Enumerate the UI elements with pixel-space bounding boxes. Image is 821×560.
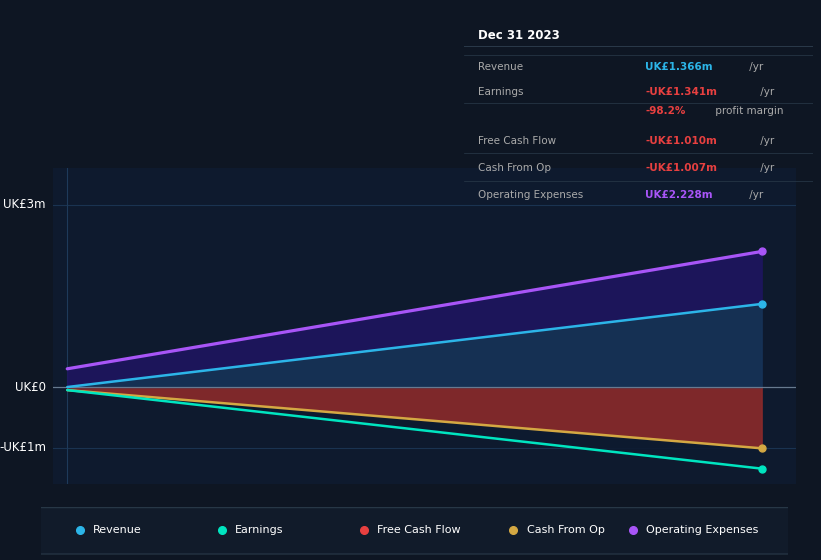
Text: Cash From Op: Cash From Op	[527, 525, 604, 535]
Text: -UK£1m: -UK£1m	[0, 441, 46, 454]
Text: Earnings: Earnings	[478, 87, 523, 97]
Text: /yr: /yr	[745, 62, 763, 72]
Text: Earnings: Earnings	[236, 525, 284, 535]
Text: UK£0: UK£0	[15, 381, 46, 394]
Text: -UK£1.010m: -UK£1.010m	[645, 136, 718, 146]
Text: Cash From Op: Cash From Op	[478, 163, 551, 173]
FancyBboxPatch shape	[34, 507, 796, 554]
Text: Free Cash Flow: Free Cash Flow	[478, 136, 556, 146]
Text: -UK£1.007m: -UK£1.007m	[645, 163, 718, 173]
Text: Revenue: Revenue	[478, 62, 523, 72]
Text: 2023: 2023	[53, 507, 83, 520]
Text: UK£3m: UK£3m	[3, 198, 46, 211]
Text: /yr: /yr	[757, 136, 774, 146]
Text: /yr: /yr	[757, 87, 774, 97]
Text: Dec 31 2023: Dec 31 2023	[478, 30, 560, 43]
Text: -98.2%: -98.2%	[645, 106, 686, 116]
Text: -UK£1.341m: -UK£1.341m	[645, 87, 718, 97]
Text: Revenue: Revenue	[94, 525, 142, 535]
Text: UK£2.228m: UK£2.228m	[645, 190, 713, 200]
Text: /yr: /yr	[745, 190, 763, 200]
Text: Operating Expenses: Operating Expenses	[478, 190, 583, 200]
Text: /yr: /yr	[757, 163, 774, 173]
Text: UK£1.366m: UK£1.366m	[645, 62, 713, 72]
Text: Operating Expenses: Operating Expenses	[646, 525, 759, 535]
Text: Free Cash Flow: Free Cash Flow	[377, 525, 461, 535]
Text: profit margin: profit margin	[713, 106, 784, 116]
